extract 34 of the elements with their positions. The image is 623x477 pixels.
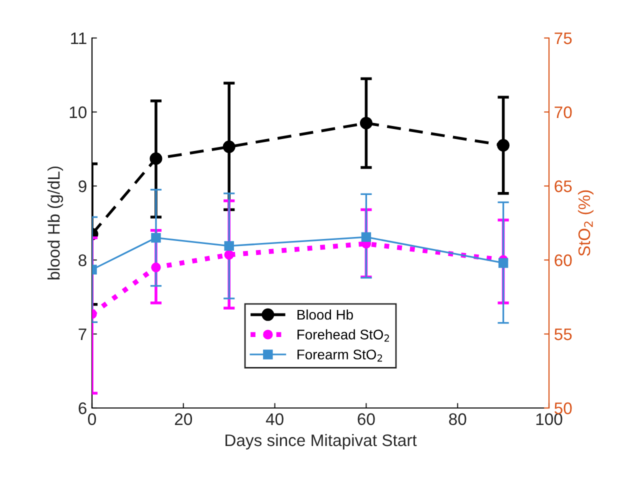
y2-tick-label: 55 — [554, 328, 572, 340]
point — [151, 232, 161, 243]
x-tick-label: 20 — [174, 413, 192, 426]
x-tick-label: 80 — [449, 413, 466, 426]
y-tick-label: 11 — [71, 32, 86, 44]
point — [224, 241, 234, 251]
point — [222, 140, 236, 154]
point — [361, 232, 372, 242]
point — [151, 262, 161, 272]
y-axis-title: blood Hb (g/dL) — [48, 166, 64, 280]
legend-label: Forehead StO$_{2}$ — [298, 329, 389, 342]
x-tick-label: 100 — [536, 413, 562, 426]
point — [224, 250, 234, 260]
y-tick-label: 8 — [78, 254, 86, 266]
point — [360, 116, 372, 130]
y-tick-label: 9 — [78, 180, 86, 192]
y2-tick-label: 60 — [554, 254, 572, 266]
x-tick-label: 40 — [266, 413, 284, 426]
y2-tick-label: 50 — [554, 402, 572, 414]
y-tick-label: 10 — [70, 106, 86, 118]
legend-label: Blood Hb — [298, 309, 353, 320]
point — [498, 258, 508, 268]
y2-tick-label: 70 — [554, 106, 572, 118]
y-tick-label: 7 — [78, 328, 86, 340]
x-axis-title: Days since Mitapivat Start — [226, 434, 417, 450]
point — [150, 152, 162, 165]
y-tick-label: 6 — [78, 402, 86, 414]
legend-label: Forearm StO$_{2}$ — [298, 350, 382, 362]
y2-axis-title: StO$_{2}$ (%) — [578, 190, 594, 256]
y2-tick-label: 65 — [554, 180, 572, 192]
x-tick-label: 60 — [358, 413, 375, 426]
point — [497, 139, 510, 152]
x-tick-label: 0 — [88, 413, 96, 426]
y2-tick-label: 75 — [554, 32, 572, 44]
